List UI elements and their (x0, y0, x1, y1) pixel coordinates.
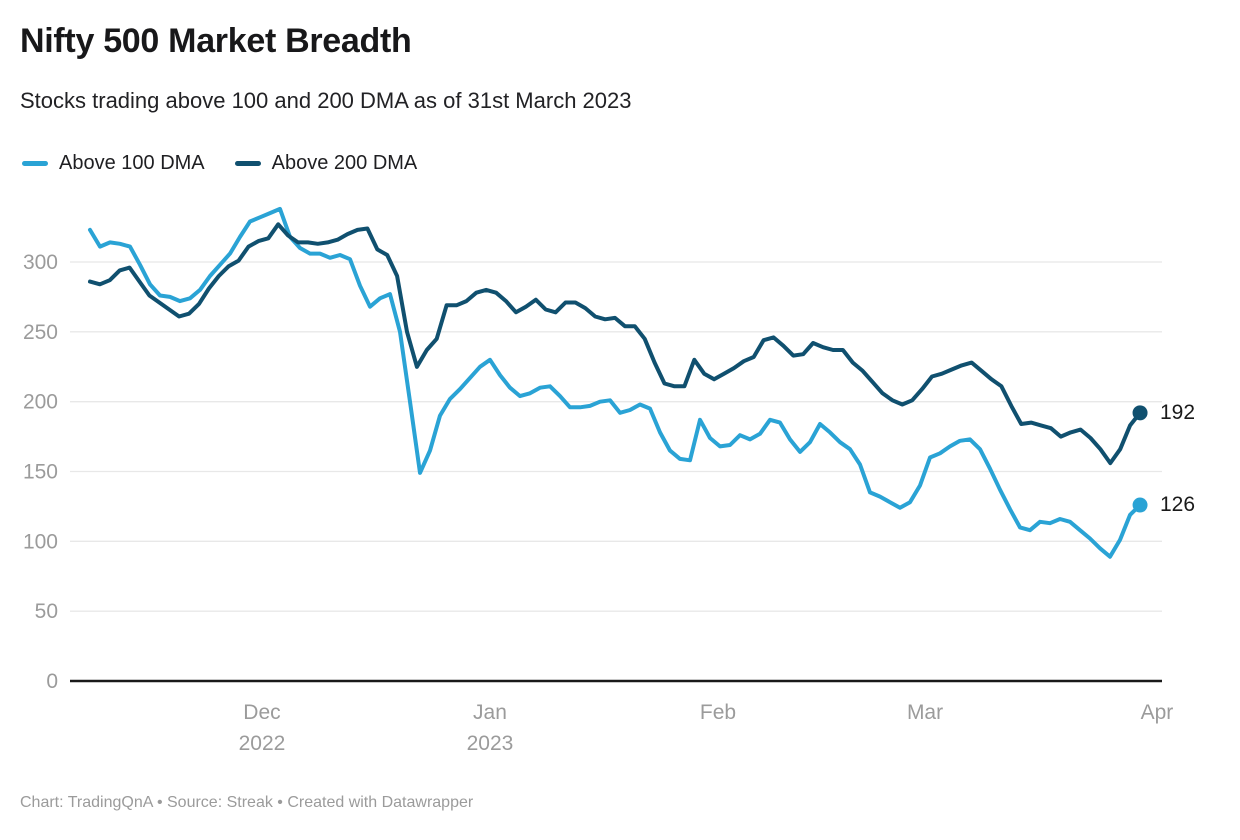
y-tick-label: 100 (23, 530, 58, 553)
legend-label-above-200-dma: Above 200 DMA (271, 152, 418, 174)
y-tick-label: 200 (23, 391, 58, 414)
chart-subtitle: Stocks trading above 100 and 200 DMA as … (20, 88, 632, 113)
chart-title: Nifty 500 Market Breadth (20, 22, 412, 60)
series-line-above-200-dma[interactable] (88, 222, 1143, 466)
end-value-label-above-100-dma: 126 (1160, 493, 1196, 516)
y-tick-label: 0 (46, 670, 58, 693)
series-line-above-100-dma[interactable] (88, 206, 1143, 559)
x-tick-label: Feb (700, 701, 736, 724)
x-tick-label: Apr (1141, 701, 1174, 724)
legend: Above 100 DMA Above 200 DMA (22, 152, 417, 175)
y-tick-label: 50 (35, 600, 58, 623)
y-tick-label: 250 (23, 321, 58, 344)
x-tick-sublabel: 2023 (467, 732, 514, 755)
x-tick-sublabel: 2022 (239, 732, 286, 755)
end-value-label-above-200-dma: 192 (1160, 401, 1196, 424)
legend-item-above-100-dma: Above 100 DMA (22, 152, 205, 175)
legend-swatch-above-200-dma (234, 161, 261, 166)
legend-label-above-100-dma: Above 100 DMA (59, 152, 205, 174)
y-tick-label: 150 (23, 461, 58, 484)
x-tick-label: Dec (243, 701, 280, 724)
attribution-footer: Chart: TradingQnA • Source: Streak • Cre… (20, 794, 474, 811)
x-tick-label: Jan (473, 701, 507, 724)
end-dot-above-200-dma (1132, 405, 1148, 421)
legend-item-above-200-dma: Above 200 DMA (234, 152, 418, 175)
x-tick-label: Mar (907, 701, 943, 724)
end-dot-above-100-dma (1132, 497, 1148, 513)
y-tick-label: 300 (23, 251, 58, 274)
legend-swatch-above-100-dma (22, 161, 48, 166)
